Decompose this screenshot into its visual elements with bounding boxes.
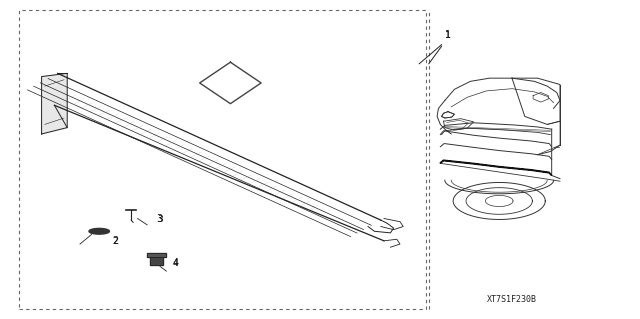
Polygon shape	[89, 228, 109, 234]
Text: 1: 1	[445, 31, 451, 40]
Text: XT7S1F230B: XT7S1F230B	[487, 295, 537, 304]
Text: 3: 3	[157, 215, 163, 224]
Polygon shape	[147, 253, 166, 257]
Bar	[19, 10, 426, 309]
Text: 4: 4	[173, 258, 179, 268]
Polygon shape	[42, 73, 67, 134]
Text: 4: 4	[173, 259, 179, 268]
Text: 2: 2	[112, 237, 118, 246]
Polygon shape	[440, 160, 552, 175]
Text: 3: 3	[157, 214, 163, 224]
Text: 1: 1	[445, 30, 451, 40]
Polygon shape	[150, 257, 163, 265]
Text: 2: 2	[112, 236, 118, 246]
